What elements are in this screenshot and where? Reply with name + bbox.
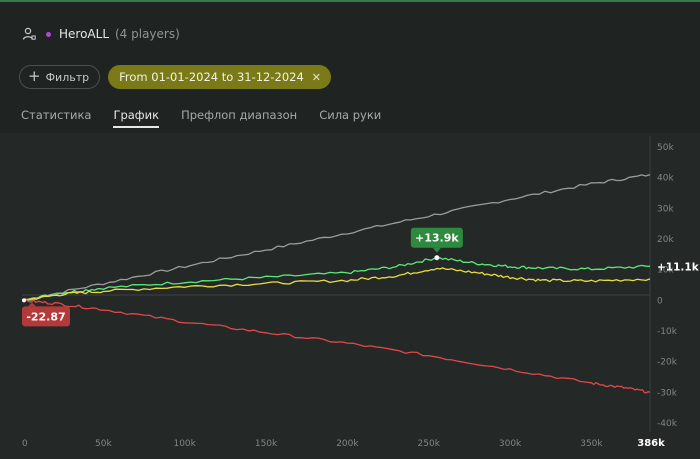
filter-label: Фильтр xyxy=(45,70,90,84)
player-name: HeroALL xyxy=(59,27,109,41)
series-line-red xyxy=(21,298,651,394)
y-tick-label: -20k xyxy=(657,358,678,368)
start-badge xyxy=(22,306,70,327)
x-tick-label: 0 xyxy=(22,439,28,449)
end-value-label: +11.1k xyxy=(657,261,700,273)
user-settings-icon[interactable] xyxy=(22,27,36,41)
peak-badge-arrow xyxy=(432,247,441,253)
peak-point xyxy=(434,255,440,261)
x-tick-label: 50k xyxy=(95,439,112,449)
x-tick-label: 250k xyxy=(418,439,441,449)
series-line-gray xyxy=(21,173,651,301)
peak-badge xyxy=(410,227,463,248)
start-badge-arrow xyxy=(28,302,36,307)
close-icon[interactable]: ✕ xyxy=(311,70,321,84)
series-line-green xyxy=(21,257,651,301)
date-range-label: From 01-01-2024 to 31-12-2024 xyxy=(119,70,304,84)
player-status-dot xyxy=(46,31,51,37)
x-tick-label: 100k xyxy=(173,439,196,449)
tab-statistics[interactable]: Статистика xyxy=(21,108,92,122)
y-tick-label: 20k xyxy=(657,235,674,245)
series-line-yellow xyxy=(21,267,651,302)
peak-label: +13.9k xyxy=(415,232,459,245)
add-filter-button[interactable]: + Фильтр xyxy=(19,65,101,89)
y-tick-label: 50k xyxy=(657,143,674,153)
filter-bar: + Фильтр From 01-01-2024 to 31-12-2024 ✕ xyxy=(19,65,331,89)
tab-preflop-range[interactable]: Префлоп диапазон xyxy=(181,108,298,122)
top-accent-line xyxy=(0,0,700,2)
player-header: HeroALL (4 players) xyxy=(22,25,180,43)
y-tick-label: 30k xyxy=(657,204,674,214)
x-tick-label: 200k xyxy=(336,439,359,449)
start-label: -22.87 xyxy=(26,310,65,323)
tab-graph[interactable]: График xyxy=(113,108,159,128)
x-tick-label: 350k xyxy=(580,439,603,449)
plus-icon: + xyxy=(28,67,41,85)
tab-bar: Статистика График Префлоп диапазон Сила … xyxy=(21,108,381,128)
x-tick-label: 300k xyxy=(499,439,522,449)
y-tick-label: -10k xyxy=(657,327,678,337)
y-tick-label: -40k xyxy=(657,419,678,429)
chart-background xyxy=(0,133,700,459)
y-tick-label: -30k xyxy=(657,388,678,398)
start-point xyxy=(22,298,26,303)
date-range-chip[interactable]: From 01-01-2024 to 31-12-2024 ✕ xyxy=(108,65,331,89)
y-tick-label: 40k xyxy=(657,174,674,184)
x-tick-label: 150k xyxy=(255,439,278,449)
x-max-label: 386k xyxy=(637,438,665,449)
y-tick-label: 0 xyxy=(657,296,663,306)
tab-hand-strength[interactable]: Сила руки xyxy=(319,108,382,122)
y-tick-label: 10k xyxy=(657,266,674,276)
players-count: (4 players) xyxy=(115,27,180,41)
